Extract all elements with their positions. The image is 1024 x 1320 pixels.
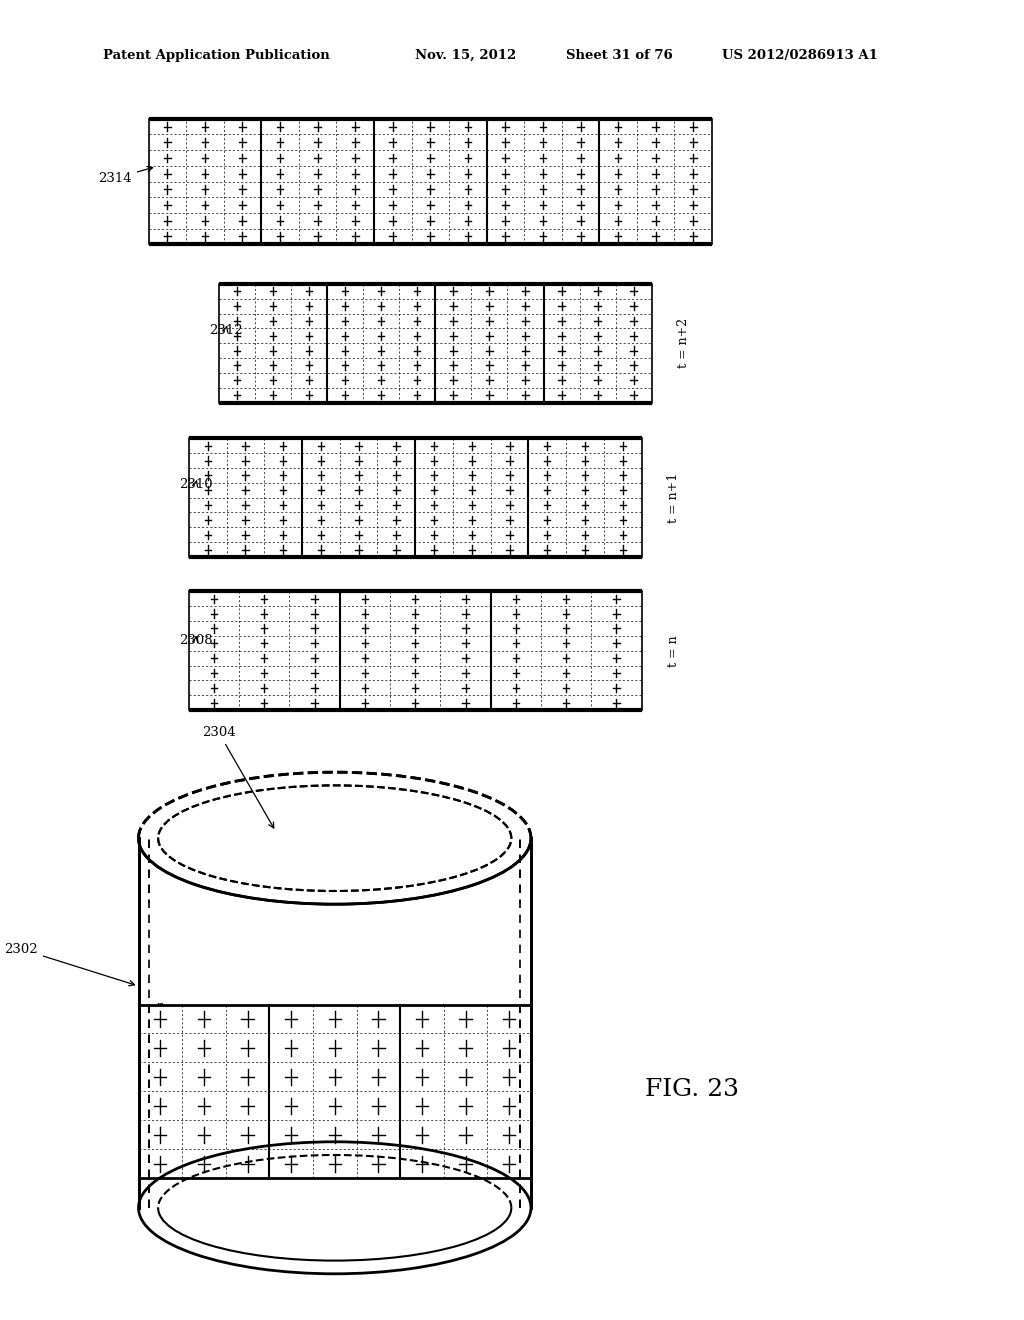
Text: t = n+2: t = n+2: [677, 318, 690, 368]
Text: Nov. 15, 2012: Nov. 15, 2012: [415, 49, 516, 62]
Text: t = n: t = n: [667, 635, 680, 667]
Bar: [142, 903, 527, 1003]
Bar: [138, 1005, 530, 1179]
Text: Patent Application Publication: Patent Application Publication: [103, 49, 330, 62]
Text: 2306: 2306: [158, 919, 193, 1007]
Bar: [219, 284, 651, 403]
Text: US 2012/0286913 A1: US 2012/0286913 A1: [722, 49, 878, 62]
Text: 2304: 2304: [202, 726, 273, 828]
Text: 2312: 2312: [209, 323, 243, 337]
Bar: [148, 119, 712, 244]
Bar: [138, 838, 530, 1208]
Bar: [188, 438, 642, 557]
Ellipse shape: [140, 1143, 529, 1272]
Text: 2308: 2308: [179, 634, 212, 647]
Text: Sheet 31 of 76: Sheet 31 of 76: [566, 49, 673, 62]
Text: FIG. 23: FIG. 23: [645, 1077, 739, 1101]
Text: 2310: 2310: [179, 478, 212, 491]
Text: 2302: 2302: [4, 942, 134, 986]
Text: t = n+1: t = n+1: [667, 473, 680, 523]
Bar: [188, 591, 642, 710]
Text: 2314: 2314: [98, 166, 153, 185]
